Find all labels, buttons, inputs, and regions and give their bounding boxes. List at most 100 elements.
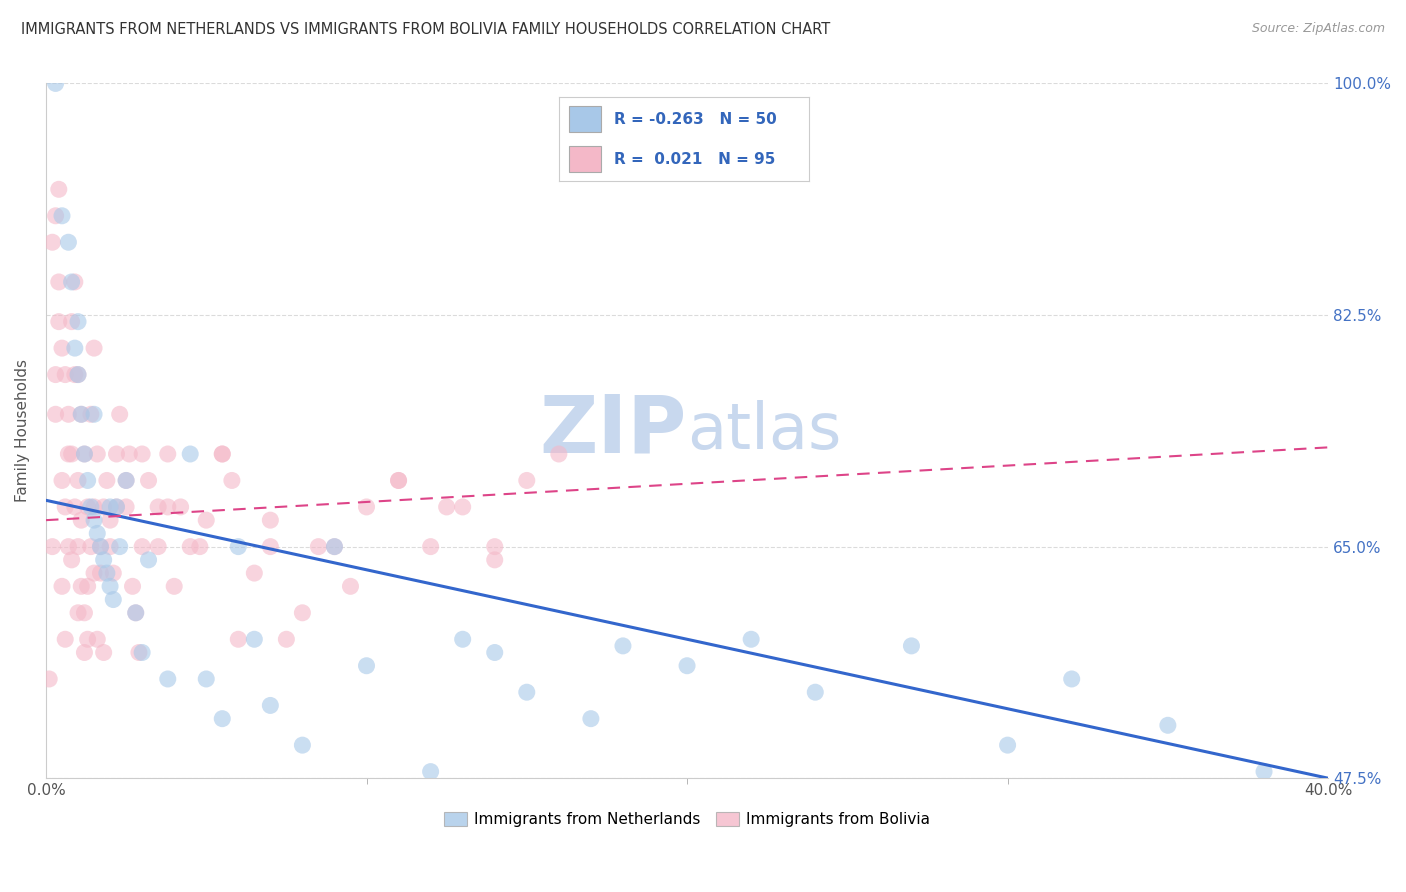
Point — [66, 540, 89, 554]
Point — [103, 566, 125, 580]
Point — [118, 447, 141, 461]
Point — [63, 368, 86, 382]
Point — [125, 606, 148, 620]
Point — [451, 632, 474, 647]
Point — [86, 632, 108, 647]
Point — [86, 447, 108, 461]
Point — [60, 315, 83, 329]
Point — [83, 407, 105, 421]
Point — [70, 513, 93, 527]
Text: atlas: atlas — [688, 400, 841, 462]
Point — [53, 500, 76, 514]
Point — [51, 579, 73, 593]
Point — [63, 275, 86, 289]
Point — [131, 447, 153, 461]
Point — [146, 540, 169, 554]
Point — [80, 540, 103, 554]
Point — [900, 639, 922, 653]
Point — [63, 500, 86, 514]
Point — [579, 712, 602, 726]
Text: IMMIGRANTS FROM NETHERLANDS VS IMMIGRANTS FROM BOLIVIA FAMILY HOUSEHOLDS CORRELA: IMMIGRANTS FROM NETHERLANDS VS IMMIGRANT… — [21, 22, 831, 37]
Point — [70, 579, 93, 593]
Point — [125, 606, 148, 620]
Point — [195, 513, 218, 527]
Point — [226, 632, 249, 647]
Point — [80, 407, 103, 421]
Point — [80, 500, 103, 514]
Point — [53, 368, 76, 382]
Point — [48, 315, 70, 329]
Point — [38, 672, 60, 686]
Point — [115, 474, 138, 488]
Point — [58, 235, 80, 250]
Point — [243, 632, 266, 647]
Point — [419, 540, 441, 554]
Point — [997, 738, 1019, 752]
Point — [105, 500, 128, 514]
Point — [419, 764, 441, 779]
Point — [93, 646, 115, 660]
Point — [86, 526, 108, 541]
Point — [387, 474, 409, 488]
Point — [131, 540, 153, 554]
Point — [73, 606, 96, 620]
Point — [156, 672, 179, 686]
Point — [115, 474, 138, 488]
Point — [387, 474, 409, 488]
Point — [66, 368, 89, 382]
Point — [323, 540, 346, 554]
Point — [45, 368, 67, 382]
Point — [356, 658, 378, 673]
Point — [103, 592, 125, 607]
Point — [41, 235, 63, 250]
Point — [105, 500, 128, 514]
Point — [45, 209, 67, 223]
Point — [89, 566, 111, 580]
Point — [484, 540, 506, 554]
Point — [76, 500, 98, 514]
Point — [612, 639, 634, 653]
Point — [83, 566, 105, 580]
Point — [1060, 672, 1083, 686]
Point — [156, 500, 179, 514]
Point — [211, 712, 233, 726]
Point — [516, 685, 538, 699]
Point — [516, 474, 538, 488]
Point — [60, 553, 83, 567]
Text: Source: ZipAtlas.com: Source: ZipAtlas.com — [1251, 22, 1385, 36]
Point — [58, 540, 80, 554]
Point — [45, 77, 67, 91]
Point — [96, 566, 118, 580]
Point — [108, 407, 131, 421]
Point — [58, 447, 80, 461]
Point — [128, 646, 150, 660]
Point — [156, 447, 179, 461]
Point — [1157, 718, 1180, 732]
Point — [356, 500, 378, 514]
Point — [51, 474, 73, 488]
Point — [188, 540, 211, 554]
Point — [339, 579, 361, 593]
Y-axis label: Family Households: Family Households — [15, 359, 30, 502]
Point — [211, 447, 233, 461]
Point — [41, 540, 63, 554]
Point — [60, 275, 83, 289]
Point — [115, 500, 138, 514]
Point — [484, 553, 506, 567]
Point — [93, 500, 115, 514]
Point — [676, 658, 699, 673]
Point — [45, 407, 67, 421]
Point — [66, 368, 89, 382]
Point — [138, 474, 160, 488]
Point — [89, 540, 111, 554]
Point — [323, 540, 346, 554]
Point — [98, 500, 121, 514]
Point — [48, 182, 70, 196]
Point — [76, 474, 98, 488]
Point — [73, 447, 96, 461]
Point — [98, 540, 121, 554]
Point — [226, 540, 249, 554]
Point — [53, 632, 76, 647]
Point — [163, 579, 186, 593]
Point — [740, 632, 762, 647]
